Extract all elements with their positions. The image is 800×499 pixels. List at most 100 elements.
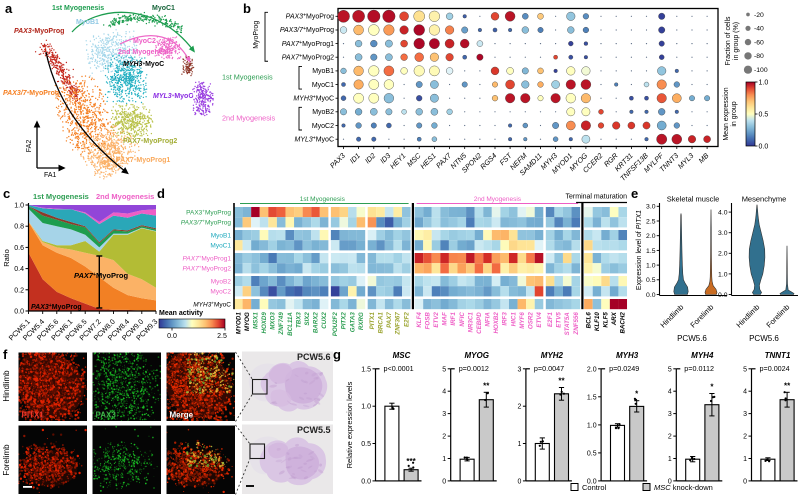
- svg-text:PAX7+MyoProg2: PAX7+MyoProg2: [282, 54, 334, 62]
- svg-text:ETV2: ETV2: [433, 312, 440, 328]
- svg-text:p=0.0024: p=0.0024: [760, 364, 790, 373]
- svg-text:1st Myogenesis: 1st Myogenesis: [33, 192, 89, 201]
- svg-text:1.0: 1.0: [587, 422, 597, 429]
- svg-text:1.0: 1.0: [646, 263, 656, 270]
- svg-text:-60: -60: [754, 39, 764, 46]
- svg-text:1.0: 1.0: [718, 271, 728, 278]
- svg-text:BACH2: BACH2: [620, 312, 627, 334]
- svg-text:0.0: 0.0: [718, 292, 728, 299]
- svg-text:0: 0: [743, 478, 747, 485]
- svg-text:PAX3/7+MyoProg: PAX3/7+MyoProg: [3, 90, 59, 98]
- svg-text:MYL3+MyoC: MYL3+MyoC: [295, 136, 335, 144]
- svg-text:BCL11A: BCL11A: [287, 312, 294, 336]
- svg-text:0.0: 0.0: [167, 333, 177, 340]
- svg-text:1.5: 1.5: [361, 366, 371, 373]
- svg-text:Mesenchyme: Mesenchyme: [742, 195, 787, 204]
- svg-text:1.0: 1.0: [14, 203, 24, 210]
- svg-text:3: 3: [668, 411, 672, 418]
- svg-text:1.5: 1.5: [587, 394, 597, 401]
- svg-text:**: **: [483, 381, 490, 390]
- svg-text:0: 0: [442, 478, 446, 485]
- svg-text:MYOG: MYOG: [244, 312, 251, 331]
- svg-text:Control: Control: [582, 483, 607, 492]
- svg-text:0: 0: [668, 478, 672, 485]
- svg-text:0.0: 0.0: [587, 478, 597, 485]
- svg-text:5: 5: [668, 366, 672, 373]
- svg-text:2nd Myogenesis: 2nd Myogenesis: [118, 49, 173, 56]
- svg-text:**: **: [784, 381, 791, 390]
- svg-text:NR3C1: NR3C1: [467, 312, 474, 333]
- svg-text:0.6: 0.6: [14, 245, 24, 252]
- svg-text:IRF3: IRF3: [502, 312, 509, 326]
- svg-text:HIC1: HIC1: [510, 312, 517, 327]
- svg-text:0.0: 0.0: [759, 144, 769, 151]
- svg-text:-40: -40: [754, 26, 764, 33]
- svg-text:PITX2: PITX2: [341, 312, 348, 330]
- svg-text:MYH3: MYH3: [616, 351, 639, 360]
- svg-text:NFIA: NFIA: [485, 312, 492, 327]
- svg-text:0.5: 0.5: [587, 450, 597, 457]
- svg-text:CEBPD: CEBPD: [476, 312, 483, 334]
- svg-text:RGS4: RGS4: [478, 151, 498, 171]
- svg-text:1: 1: [442, 456, 446, 463]
- svg-text:5: 5: [743, 366, 747, 373]
- svg-text:PAX3/7+MyoProg: PAX3/7+MyoProg: [181, 219, 232, 227]
- svg-text:BARX2: BARX2: [313, 312, 320, 334]
- svg-text:ARX: ARX: [611, 311, 618, 326]
- svg-text:PAX7+MyoProg1: PAX7+MyoProg1: [183, 255, 232, 263]
- svg-text:4: 4: [442, 389, 446, 396]
- svg-text:p=0.0112: p=0.0112: [684, 364, 714, 373]
- svg-text:MyoB2: MyoB2: [111, 76, 134, 83]
- svg-text:PAX3+MyoProg: PAX3+MyoProg: [31, 303, 82, 311]
- svg-text:E2F1: E2F1: [547, 312, 554, 327]
- svg-text:Terminal maturation: Terminal maturation: [566, 194, 628, 201]
- svg-text:PAX3/7+MyoProg: PAX3/7+MyoProg: [280, 27, 334, 35]
- svg-text:0.0: 0.0: [361, 478, 371, 485]
- svg-text:PCW5.6: PCW5.6: [749, 334, 779, 343]
- svg-text:MyoB1: MyoB1: [211, 232, 232, 239]
- svg-text:1: 1: [743, 456, 747, 463]
- svg-text:1.5: 1.5: [646, 248, 656, 255]
- svg-text:MyoC2: MyoC2: [312, 123, 334, 130]
- svg-text:4: 4: [743, 389, 747, 396]
- svg-text:0.2: 0.2: [14, 287, 24, 294]
- svg-text:Hindlimb: Hindlimb: [734, 303, 761, 330]
- svg-text:Mean activity: Mean activity: [159, 310, 203, 317]
- svg-text:FOSB: FOSB: [425, 312, 432, 330]
- svg-text:MyoC1: MyoC1: [210, 243, 231, 250]
- svg-text:Fraction of cells: Fraction of cells: [725, 16, 732, 66]
- svg-text:TBX3: TBX3: [295, 312, 302, 328]
- svg-text:MB: MB: [697, 151, 711, 165]
- svg-text:Hindlimb: Hindlimb: [2, 370, 11, 402]
- svg-text:-100: -100: [754, 67, 768, 74]
- svg-text:MyoB1: MyoB1: [312, 68, 334, 75]
- svg-text:MXO3: MXO3: [270, 312, 277, 330]
- svg-text:1.0: 1.0: [361, 404, 371, 411]
- svg-text:PAX3+MyoProg: PAX3+MyoProg: [186, 209, 231, 217]
- svg-text:Hindlimb: Hindlimb: [658, 303, 685, 330]
- svg-text:p=0.0047: p=0.0047: [534, 364, 564, 373]
- svg-text:HES1: HES1: [418, 151, 438, 171]
- svg-text:ZNF556: ZNF556: [573, 312, 580, 336]
- svg-text:1: 1: [517, 441, 521, 448]
- svg-text:PAX7+MyoProg2: PAX7+MyoProg2: [183, 265, 232, 273]
- svg-text:4: 4: [668, 389, 672, 396]
- svg-text:3: 3: [743, 411, 747, 418]
- svg-text:MYH2: MYH2: [541, 351, 564, 360]
- svg-text:0.5: 0.5: [646, 277, 656, 284]
- svg-text:0.0: 0.0: [14, 309, 24, 316]
- svg-text:PAX7+MyoProg: PAX7+MyoProg: [74, 271, 128, 280]
- svg-text:MAF: MAF: [442, 312, 449, 326]
- svg-text:-80: -80: [754, 53, 764, 60]
- svg-text:NFIC: NFIC: [459, 312, 466, 327]
- svg-text:RXRG: RXRG: [358, 312, 365, 330]
- svg-text:in group (%): in group (%): [733, 22, 740, 60]
- svg-text:BRCA1: BRCA1: [378, 312, 385, 334]
- svg-text:MyoB2: MyoB2: [312, 109, 334, 116]
- svg-text:E2F2: E2F2: [403, 312, 410, 327]
- svg-text:5: 5: [442, 366, 446, 373]
- svg-text:1.0: 1.0: [759, 80, 769, 87]
- svg-text:Forelimb: Forelimb: [688, 303, 715, 330]
- svg-text:MyoB2: MyoB2: [211, 278, 232, 285]
- svg-text:MyoProg: MyoProg: [253, 21, 260, 49]
